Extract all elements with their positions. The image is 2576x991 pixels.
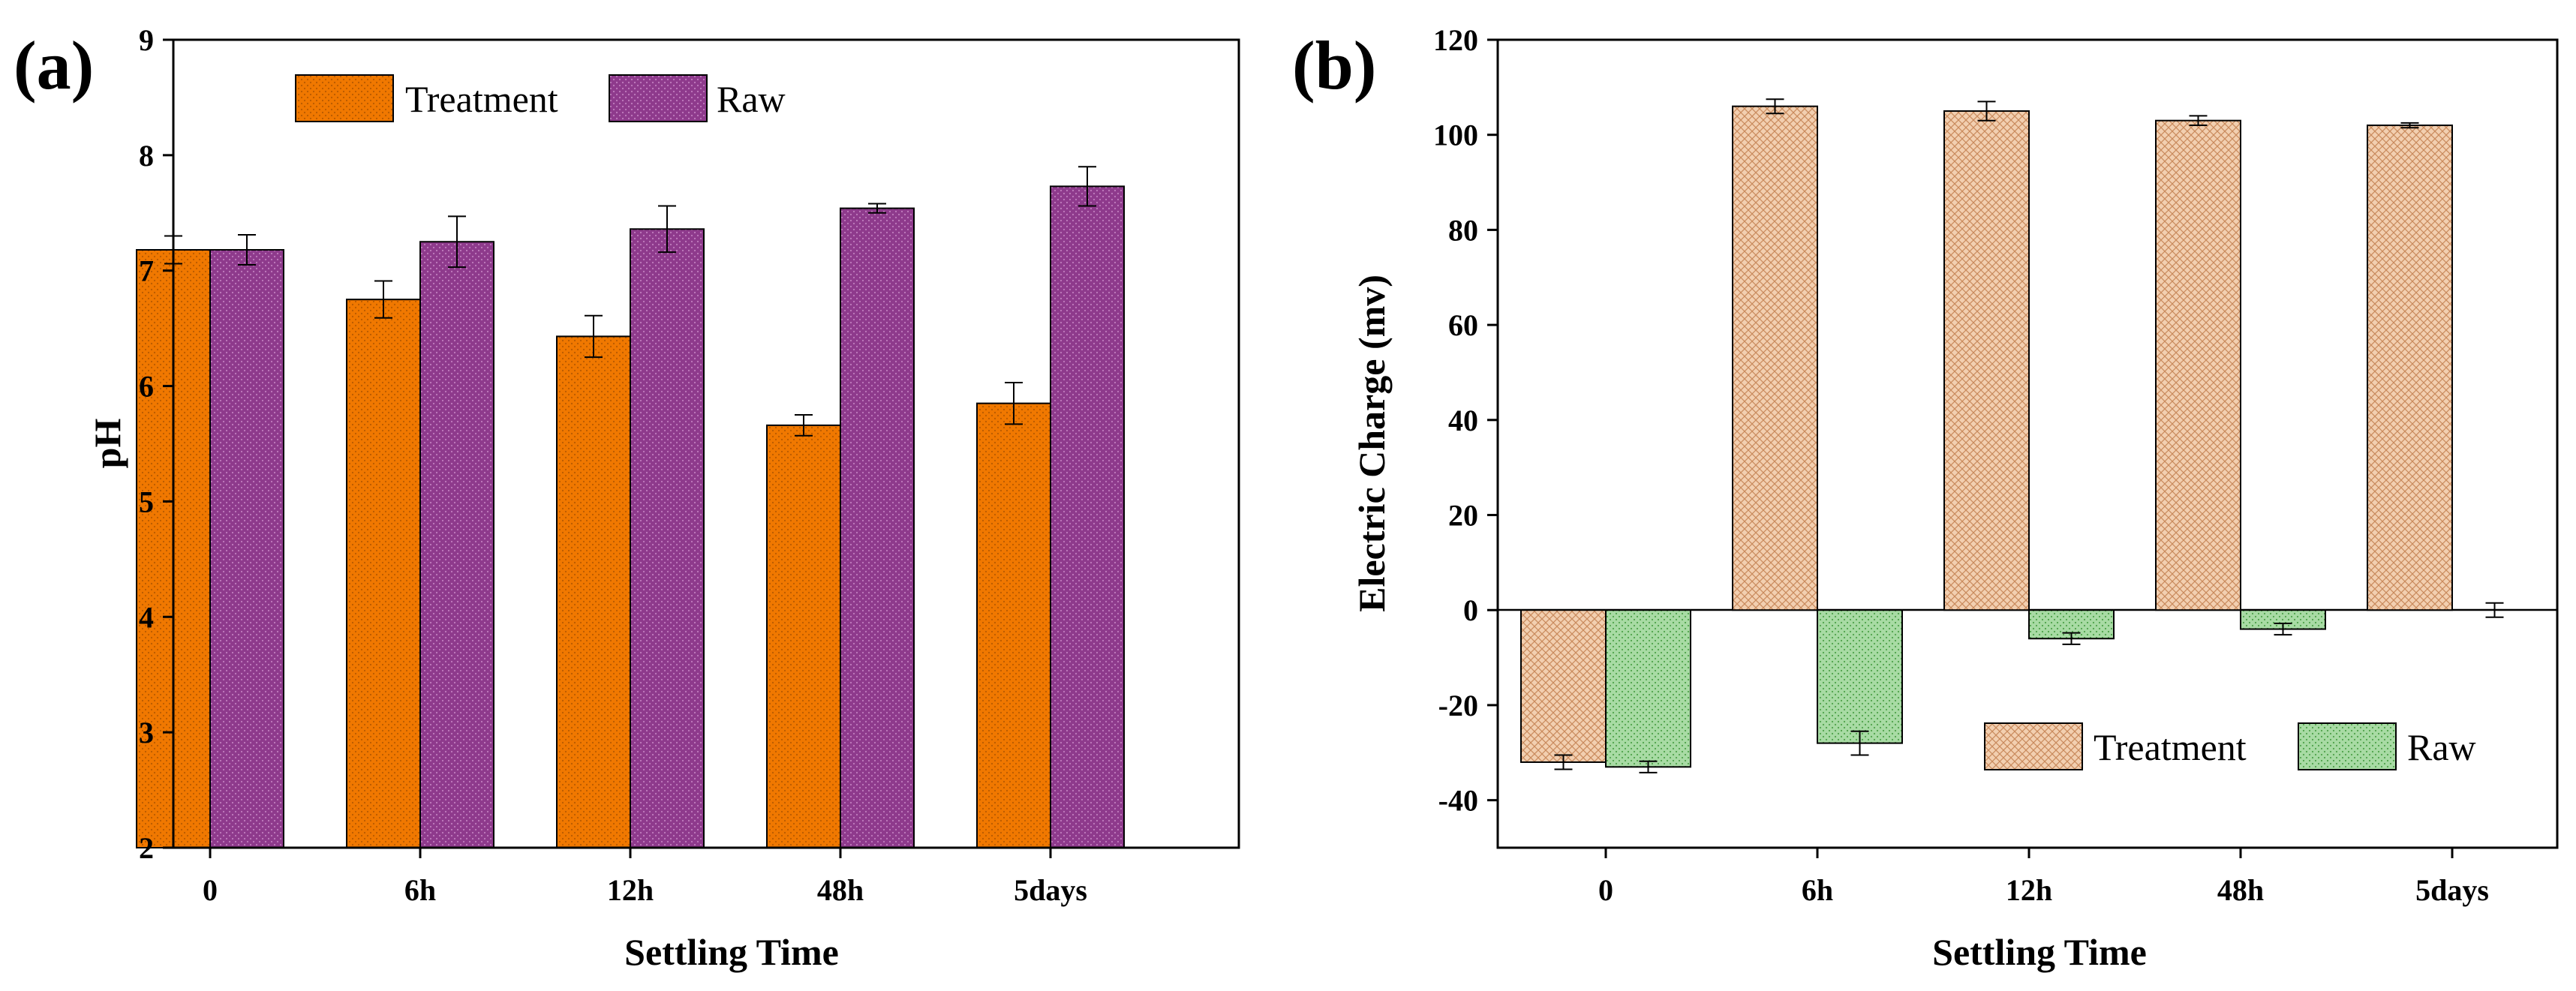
y-tick-label-b-0: 0 xyxy=(1463,593,1478,627)
bar-a-treatment-6h xyxy=(346,299,421,848)
x-tick-label-a-5days: 5days xyxy=(1014,873,1087,907)
y-tick-label-b-100: 100 xyxy=(1433,119,1478,152)
error-bar-a-raw-5days xyxy=(1078,166,1096,207)
error-bar-b-treatment-6h xyxy=(1766,98,1784,115)
y-tick-label-a-8: 8 xyxy=(139,139,154,173)
y-tick-label-a-4: 4 xyxy=(139,600,154,634)
error-bar-b-raw-6h xyxy=(1850,730,1869,756)
bar-b-treatment-48h xyxy=(2155,119,2241,611)
legend-label-raw-b: Raw xyxy=(2407,726,2476,768)
error-bar-b-treatment-12h xyxy=(1977,101,1996,122)
plot-frame-a xyxy=(172,38,1240,849)
bar-b-raw-0 xyxy=(1605,609,1691,768)
bar-b-raw-6h xyxy=(1817,609,1903,744)
x-tick-label-b-48h: 48h xyxy=(2217,873,2264,907)
error-bar-a-raw-0 xyxy=(238,234,256,266)
y-axis-title-b: Electric Charge (mv) xyxy=(1351,275,1393,612)
plot-frame-b xyxy=(1496,38,2559,849)
y-tick-label-b--20: -20 xyxy=(1438,689,1478,722)
x-tick-label-a-6h: 6h xyxy=(404,873,436,907)
error-bar-b-raw-12h xyxy=(2062,632,2081,645)
bar-a-treatment-12h xyxy=(556,335,631,849)
error-bar-b-raw-0 xyxy=(1639,760,1658,773)
x-ticks-a: 0 6h 12h 48h 5days xyxy=(203,848,1087,907)
x-axis-title-b: Settling Time xyxy=(1932,931,2147,973)
x-tick-label-a-48h: 48h xyxy=(817,873,864,907)
panel-label-a: (a) xyxy=(14,27,94,104)
legend-label-raw-a: Raw xyxy=(717,78,786,120)
bar-a-raw-12h xyxy=(630,228,705,848)
panel-b: (b) -40 -20 0 20 40 60 80 100 120 0 6h 12h 48h 5days… xyxy=(1292,23,2559,973)
legend-label-treatment-a: Treatment xyxy=(405,78,558,120)
y-tick-label-b-40: 40 xyxy=(1448,404,1478,437)
x-axis-title-a: Settling Time xyxy=(624,931,839,973)
bar-a-treatment-5days xyxy=(976,402,1051,848)
x-ticks-b: 0 6h 12h 48h 5days xyxy=(1598,848,2489,907)
error-bar-b-treatment-0 xyxy=(1554,754,1573,770)
bar-b-treatment-12h xyxy=(1943,110,2030,611)
y-tick-label-b-80: 80 xyxy=(1448,213,1478,247)
y-tick-label-b-20: 20 xyxy=(1448,499,1478,533)
error-bar-a-treatment-5days xyxy=(1005,381,1023,425)
bar-a-raw-5days xyxy=(1050,185,1125,849)
bars-a xyxy=(136,185,1125,849)
y-tick-label-a-9: 9 xyxy=(139,23,154,57)
error-bar-a-raw-48h xyxy=(868,203,886,214)
legend-b: Treatment Raw xyxy=(1984,722,2476,770)
legend-swatch-raw-a xyxy=(609,74,708,122)
panel-a: (a) 2 3 4 5 6 7 8 9 0 6h 12h 48h 5days pH Settling … xyxy=(14,23,1240,973)
y-axis-title-a: pH xyxy=(86,419,128,469)
error-bar-a-treatment-6h xyxy=(374,280,392,319)
y-tick-label-a-5: 5 xyxy=(139,485,154,518)
legend-swatch-treatment-a xyxy=(295,74,394,122)
error-bar-b-treatment-5days xyxy=(2400,122,2419,129)
y-tick-label-b--40: -40 xyxy=(1438,784,1478,818)
y-tick-label-a-7: 7 xyxy=(139,254,154,288)
error-bar-a-treatment-12h xyxy=(585,314,603,359)
error-bar-a-raw-6h xyxy=(448,215,466,269)
x-tick-label-a-0: 0 xyxy=(203,873,218,907)
error-bar-a-raw-12h xyxy=(658,205,676,254)
legend-label-treatment-b: Treatment xyxy=(2094,726,2247,768)
error-bar-b-treatment-48h xyxy=(2189,115,2208,127)
x-tick-label-a-12h: 12h xyxy=(607,873,654,907)
legend-swatch-treatment-b xyxy=(1984,722,2083,770)
error-bars-b xyxy=(1554,98,2504,773)
legend-swatch-raw-b xyxy=(2298,722,2397,770)
x-tick-label-b-5days: 5days xyxy=(2415,873,2489,907)
bars-b xyxy=(1520,105,2453,768)
y-tick-label-b-60: 60 xyxy=(1448,308,1478,342)
x-tick-label-b-0: 0 xyxy=(1598,873,1613,907)
x-tick-label-b-6h: 6h xyxy=(1802,873,1833,907)
bar-b-treatment-6h xyxy=(1732,105,1818,611)
error-bar-b-raw-5days xyxy=(2485,602,2504,618)
bar-a-treatment-48h xyxy=(766,424,841,848)
bar-a-raw-6h xyxy=(419,241,494,848)
x-tick-label-b-12h: 12h xyxy=(2006,873,2052,907)
y-tick-label-b-120: 120 xyxy=(1433,23,1478,57)
legend-a: Treatment Raw xyxy=(295,74,786,122)
bar-a-raw-0 xyxy=(209,249,284,848)
bar-b-treatment-5days xyxy=(2367,125,2453,611)
error-bar-a-treatment-48h xyxy=(795,414,813,437)
bar-b-treatment-0 xyxy=(1520,609,1607,763)
panel-label-b: (b) xyxy=(1292,27,1376,104)
y-ticks-a: 2 3 4 5 6 7 8 9 xyxy=(139,23,173,865)
y-tick-label-a-2: 2 xyxy=(139,831,154,865)
y-tick-label-a-3: 3 xyxy=(139,716,154,749)
error-bar-b-raw-48h xyxy=(2274,622,2292,636)
y-ticks-b: -40 -20 0 20 40 60 80 100 120 xyxy=(1433,23,1498,818)
bar-a-raw-48h xyxy=(840,207,915,849)
y-tick-label-a-6: 6 xyxy=(139,370,154,404)
